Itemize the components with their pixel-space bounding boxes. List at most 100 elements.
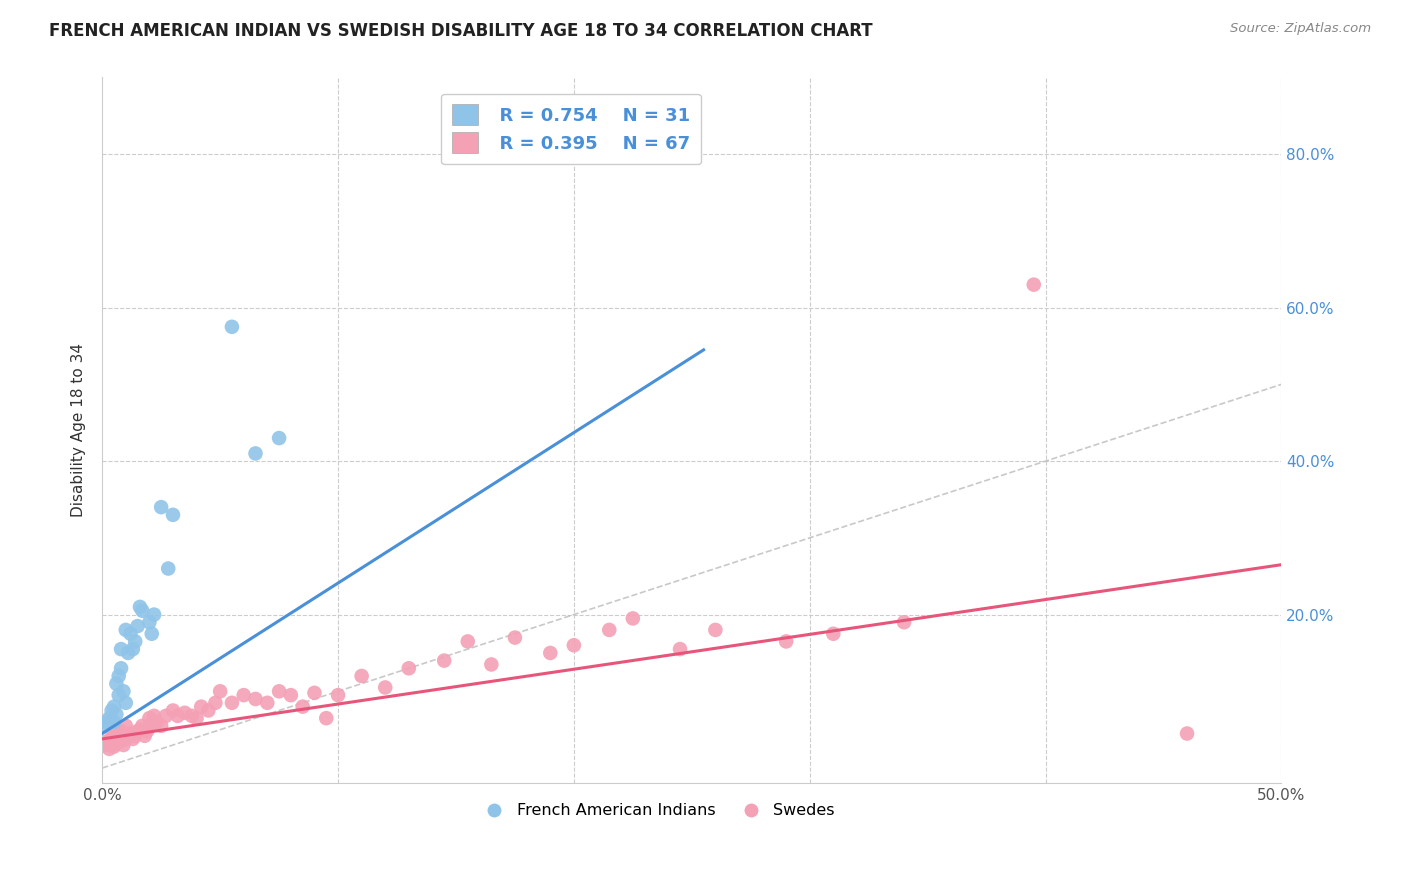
- Point: [124, 634, 146, 648]
- Point: [166, 709, 188, 723]
- Point: [562, 638, 585, 652]
- Point: [98, 711, 121, 725]
- Point: [134, 729, 156, 743]
- Point: [120, 726, 142, 740]
- Point: [117, 646, 139, 660]
- Point: [114, 696, 136, 710]
- Point: [112, 684, 135, 698]
- Point: [96, 734, 118, 748]
- Point: [245, 446, 267, 460]
- Point: [267, 431, 290, 445]
- Point: [315, 711, 337, 725]
- Point: [398, 661, 420, 675]
- Point: [669, 642, 692, 657]
- Point: [110, 724, 132, 739]
- Point: [141, 716, 163, 731]
- Point: [120, 626, 142, 640]
- Point: [107, 688, 129, 702]
- Point: [186, 711, 208, 725]
- Point: [180, 709, 202, 723]
- Point: [145, 714, 167, 729]
- Point: [93, 738, 115, 752]
- Point: [131, 719, 153, 733]
- Point: [155, 709, 177, 723]
- Point: [110, 734, 132, 748]
- Point: [190, 699, 212, 714]
- Point: [823, 626, 845, 640]
- Point: [245, 692, 267, 706]
- Point: [107, 731, 129, 745]
- Point: [150, 500, 173, 515]
- Point: [1175, 726, 1198, 740]
- Point: [138, 711, 160, 725]
- Point: [131, 604, 153, 618]
- Point: [1022, 277, 1045, 292]
- Point: [374, 681, 396, 695]
- Point: [162, 704, 184, 718]
- Point: [114, 731, 136, 746]
- Point: [103, 714, 125, 729]
- Point: [107, 729, 129, 743]
- Point: [110, 661, 132, 675]
- Point: [107, 669, 129, 683]
- Point: [127, 619, 149, 633]
- Point: [103, 739, 125, 754]
- Point: [114, 623, 136, 637]
- Point: [326, 688, 349, 702]
- Point: [221, 696, 243, 710]
- Point: [143, 607, 166, 622]
- Point: [162, 508, 184, 522]
- Point: [221, 319, 243, 334]
- Point: [256, 696, 278, 710]
- Point: [704, 623, 727, 637]
- Point: [105, 731, 128, 746]
- Point: [127, 724, 149, 739]
- Point: [105, 737, 128, 751]
- Point: [114, 719, 136, 733]
- Point: [112, 738, 135, 752]
- Point: [141, 626, 163, 640]
- Point: [100, 731, 122, 745]
- Point: [538, 646, 561, 660]
- Point: [304, 686, 326, 700]
- Point: [93, 719, 115, 733]
- Point: [143, 709, 166, 723]
- Point: [232, 688, 254, 702]
- Point: [503, 631, 526, 645]
- Point: [209, 684, 232, 698]
- Y-axis label: Disability Age 18 to 34: Disability Age 18 to 34: [72, 343, 86, 517]
- Point: [621, 611, 644, 625]
- Point: [122, 731, 145, 746]
- Point: [433, 654, 456, 668]
- Point: [291, 699, 314, 714]
- Point: [157, 561, 180, 575]
- Point: [138, 615, 160, 630]
- Point: [204, 696, 226, 710]
- Point: [98, 742, 121, 756]
- Point: [598, 623, 620, 637]
- Point: [124, 729, 146, 743]
- Point: [457, 634, 479, 648]
- Legend: French American Indians, Swedes: French American Indians, Swedes: [472, 797, 841, 825]
- Text: FRENCH AMERICAN INDIAN VS SWEDISH DISABILITY AGE 18 TO 34 CORRELATION CHART: FRENCH AMERICAN INDIAN VS SWEDISH DISABI…: [49, 22, 873, 40]
- Point: [110, 642, 132, 657]
- Point: [129, 723, 152, 737]
- Point: [117, 729, 139, 743]
- Point: [173, 706, 195, 720]
- Text: Source: ZipAtlas.com: Source: ZipAtlas.com: [1230, 22, 1371, 36]
- Point: [103, 699, 125, 714]
- Point: [197, 704, 219, 718]
- Point: [150, 719, 173, 733]
- Point: [129, 599, 152, 614]
- Point: [267, 684, 290, 698]
- Point: [280, 688, 302, 702]
- Point: [105, 676, 128, 690]
- Point: [96, 714, 118, 729]
- Point: [105, 707, 128, 722]
- Point: [122, 642, 145, 657]
- Point: [775, 634, 797, 648]
- Point: [479, 657, 502, 672]
- Point: [103, 726, 125, 740]
- Point: [893, 615, 915, 630]
- Point: [100, 704, 122, 718]
